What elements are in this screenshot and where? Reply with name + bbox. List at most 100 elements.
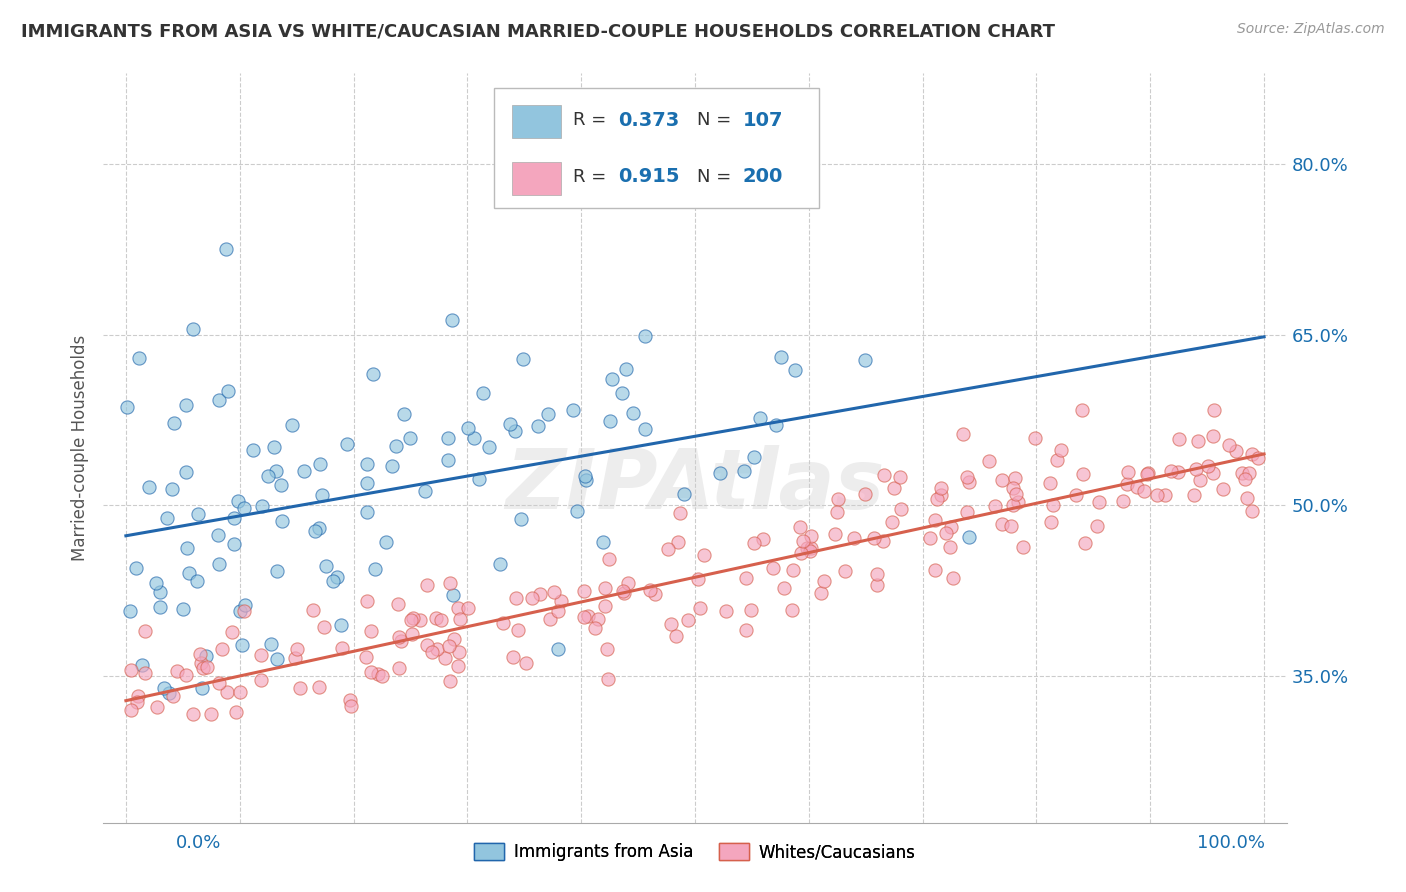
Point [284,650,307,665]
Point [956,505,979,519]
Point [665,629,688,643]
Text: 0.915: 0.915 [619,167,679,186]
Point [392,407,415,421]
Point [176,668,198,682]
Point [716,604,738,618]
Point [1202,467,1225,481]
Point [156,510,179,524]
Point [634,328,657,343]
Point [336,437,359,451]
Point [463,431,485,445]
Point [315,558,337,573]
Point [360,624,382,638]
Point [457,600,479,615]
FancyBboxPatch shape [494,88,820,208]
Point [1240,447,1263,461]
Point [1236,491,1258,506]
Point [1118,465,1140,479]
Point [574,469,596,483]
Point [1024,432,1046,446]
Point [425,610,447,624]
Point [443,632,465,647]
Point [439,674,461,689]
Point [229,685,252,699]
Point [873,468,896,483]
FancyBboxPatch shape [512,161,561,194]
Point [162,689,184,703]
Point [502,650,524,665]
Point [1135,467,1157,481]
Point [1168,432,1191,446]
Point [929,488,952,502]
Text: R =: R = [574,112,612,129]
Point [120,663,142,677]
Point [125,695,148,709]
Point [780,603,803,617]
Point [520,591,543,605]
Point [1002,481,1025,495]
Point [543,585,565,599]
Point [389,633,412,648]
Point [304,524,326,538]
Point [1073,535,1095,549]
Point [408,613,430,627]
Point [1066,488,1088,502]
Point [931,482,953,496]
Point [330,641,353,656]
Point [250,500,273,514]
Point [263,440,285,454]
Point [309,457,332,471]
Point [765,417,787,432]
Point [388,661,411,675]
Point [145,700,167,714]
Point [924,513,946,527]
Point [195,649,218,664]
Point [266,652,288,666]
Point [207,528,229,542]
Point [492,615,515,630]
Point [825,504,848,518]
Point [326,569,349,583]
Point [361,368,384,382]
Text: N =: N = [697,168,737,186]
Text: 100.0%: 100.0% [1198,834,1265,852]
Point [612,584,634,599]
Point [1071,403,1094,417]
Point [991,516,1014,531]
Point [232,501,254,516]
Point [478,440,501,454]
Point [842,532,865,546]
Point [574,583,596,598]
Point [890,502,912,516]
Point [1241,503,1264,517]
Point [222,510,245,524]
Point [599,414,621,428]
Point [1247,451,1270,466]
Point [249,673,271,688]
Point [935,526,957,541]
Point [924,563,946,577]
Point [308,521,330,535]
Point [583,622,606,636]
Point [503,425,526,439]
Point [792,533,814,548]
Point [447,601,470,615]
Point [740,602,762,616]
Point [527,419,550,434]
Point [1040,515,1063,529]
Point [120,703,142,717]
Point [1189,473,1212,487]
Point [270,514,292,528]
Point [322,574,344,589]
Point [1202,429,1225,443]
Point [1012,540,1035,554]
Point [128,351,150,365]
Point [437,452,460,467]
Point [621,406,644,420]
Point [439,640,461,654]
Point [402,611,425,625]
Point [824,526,846,541]
Point [1218,438,1240,452]
Point [217,685,239,699]
Point [149,585,172,599]
